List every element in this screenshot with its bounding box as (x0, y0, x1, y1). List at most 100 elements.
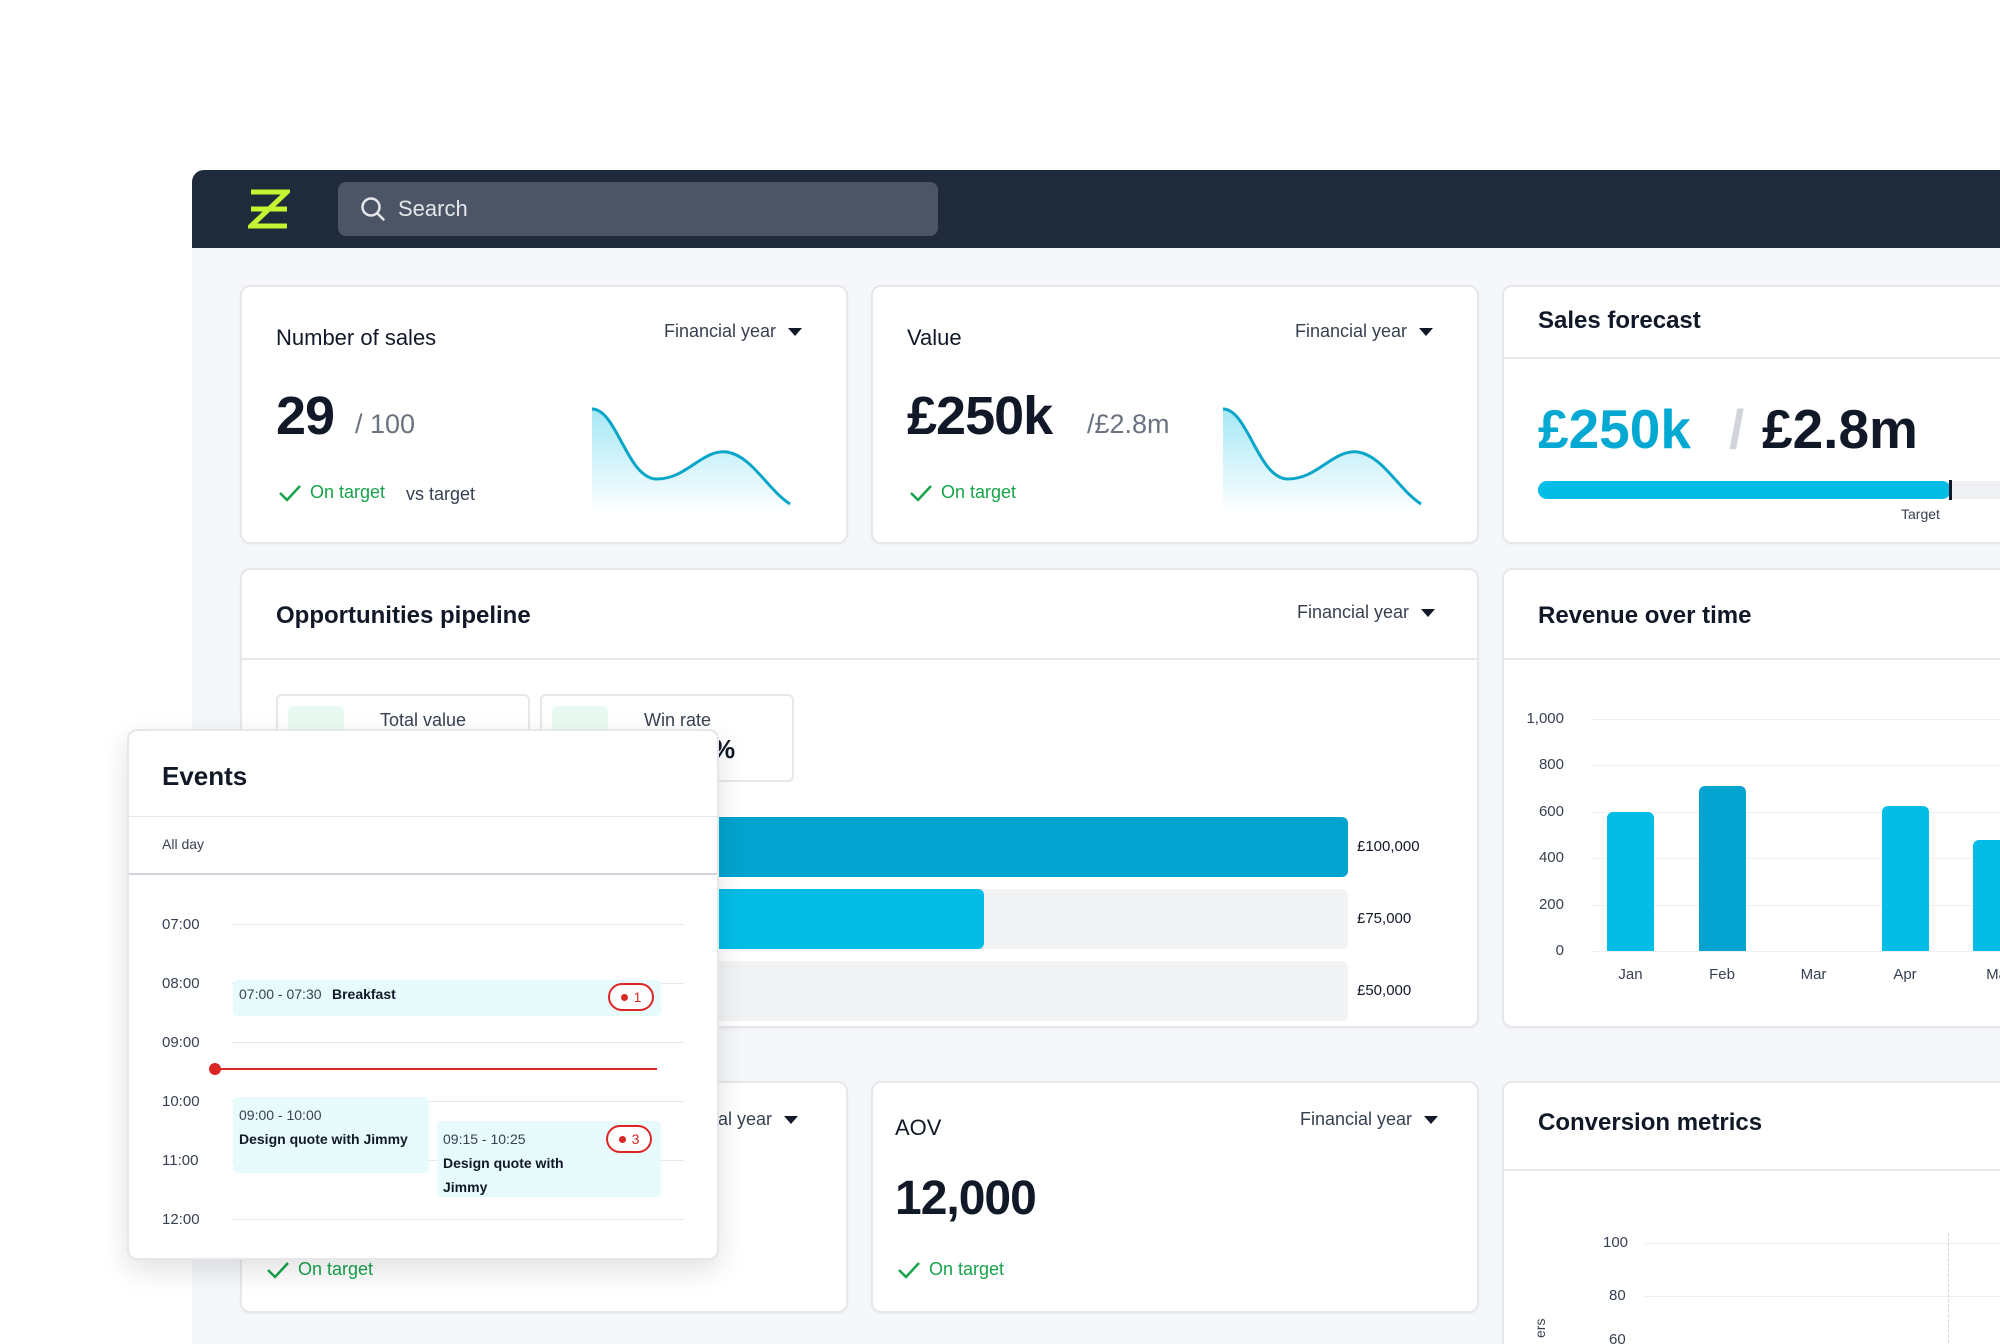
status-on-target: On target (278, 482, 385, 503)
period-selector[interactable]: cial year (705, 1109, 799, 1130)
caret-down-icon (1424, 1115, 1439, 1124)
search-input[interactable]: Search (338, 182, 938, 236)
card-title: Opportunities pipeline (276, 602, 531, 629)
revenue-bar[interactable] (1973, 839, 2000, 951)
panel-divider (129, 816, 717, 817)
revenue-over-time-card: Revenue over time 1,000 800 600 400 200 0 Jan F… (1502, 568, 2000, 1028)
event-name: Breakfast (331, 986, 396, 1002)
gridline (1592, 904, 2000, 906)
x-tick: Jan (1618, 966, 1643, 983)
time-label: 11:00 (162, 1152, 199, 1169)
event-name: Design quote with Jimmy (443, 1155, 564, 1195)
events-panel: Events All day 07:00 08:00 09:00 10:00 1… (127, 729, 719, 1260)
search-icon (361, 197, 385, 221)
period-selector[interactable]: Financial year (664, 321, 803, 342)
card-divider (1504, 357, 2000, 359)
time-label: 07:00 (162, 916, 200, 933)
y-tick: 600 (1538, 802, 1564, 820)
time-gridline (232, 1101, 684, 1102)
conversion-metrics-card: Conversion metrics 100 80 60 ers (1502, 1081, 2000, 1344)
revenue-bar[interactable] (1881, 806, 1929, 951)
card-title: Sales forecast (1538, 307, 1701, 334)
card-divider (1504, 1169, 2000, 1171)
current-time-line (215, 1068, 657, 1070)
forecast-progress-track (1538, 480, 2000, 500)
brand-logo-icon[interactable] (248, 188, 290, 230)
status-on-target: On target (909, 482, 1016, 503)
stat-label: Total value (380, 710, 467, 730)
event-alert-badge[interactable]: 3 (606, 1125, 652, 1153)
period-label: Financial year (1295, 321, 1408, 341)
forecast-separator: / (1729, 398, 1745, 460)
gridline (1592, 858, 2000, 860)
y-tick: 80 (1609, 1287, 1626, 1304)
top-bar: Search (192, 170, 2000, 248)
forecast-current: £250k (1538, 398, 1691, 460)
x-tick: Ma (1986, 966, 2000, 983)
time-gridline (232, 924, 684, 925)
alert-dot-icon (620, 993, 628, 1001)
period-selector[interactable]: Financial year (1300, 1109, 1439, 1130)
events-title: Events (162, 761, 248, 791)
check-icon (910, 484, 932, 502)
caret-down-icon (784, 1115, 799, 1124)
time-label: 12:00 (162, 1211, 200, 1228)
forecast-progress-fill (1538, 481, 1951, 499)
caret-down-icon (1421, 608, 1436, 617)
time-label: 10:00 (162, 1093, 200, 1110)
revenue-bar[interactable] (1607, 811, 1654, 951)
period-label: Financial year (1300, 1109, 1413, 1129)
gridline (1592, 719, 2000, 720)
period-selector[interactable]: Financial year (1297, 602, 1436, 623)
card-title: AOV (895, 1115, 942, 1140)
check-icon (279, 484, 301, 502)
caret-down-icon (788, 327, 803, 336)
event-design-quote-1[interactable]: 09:00 - 10:00 Design quote with Jimmy (233, 1097, 429, 1173)
y-axis-label: ers (1532, 1318, 1548, 1338)
time-label: 09:00 (162, 1034, 200, 1051)
y-tick: 60 (1609, 1331, 1626, 1344)
target-marker (1948, 480, 1952, 500)
stat-label: Win rate (644, 710, 712, 730)
gridline (1644, 1296, 2000, 1297)
sales-sparkline (592, 407, 791, 514)
status-on-target: On target (897, 1259, 1004, 1280)
gridline (1592, 951, 2000, 952)
time-label: 08:00 (162, 975, 200, 992)
y-tick: 800 (1538, 756, 1564, 774)
time-gridline (232, 1042, 684, 1043)
search-placeholder: Search (398, 196, 468, 221)
event-time: 07:00 - 07:30 (239, 986, 322, 1002)
event-name: Design quote with Jimmy (239, 1131, 408, 1147)
pipeline-bar-value: £75,000 (1357, 910, 1412, 927)
period-label: Financial year (664, 321, 777, 341)
event-alert-badge[interactable]: 1 (608, 983, 654, 1011)
x-tick: Mar (1800, 966, 1827, 983)
current-time-dot-icon (209, 1063, 221, 1075)
period-label: cial year (705, 1109, 773, 1129)
pipeline-bar-value: £100,000 (1357, 838, 1420, 855)
y-tick: 400 (1538, 849, 1564, 867)
check-icon (267, 1261, 289, 1279)
event-breakfast[interactable]: 07:00 - 07:30 Breakfast (233, 980, 661, 1016)
gridline (1592, 765, 2000, 767)
gridline (1644, 1243, 2000, 1244)
card-title: Revenue over time (1538, 602, 1752, 629)
target-label: Target (1901, 506, 1940, 522)
revenue-chart: 1,000 800 600 400 200 0 Jan Feb Mar Apr Ma (1504, 570, 2000, 1030)
revenue-bar[interactable] (1698, 786, 1746, 951)
card-divider (1504, 658, 2000, 660)
y-tick: 1,000 (1526, 710, 1564, 727)
aov-card: AOV Financial year 12,000 On target (871, 1081, 1479, 1313)
card-title: Value (907, 325, 962, 350)
period-selector[interactable]: Financial year (1295, 321, 1434, 342)
caret-down-icon (1419, 327, 1434, 336)
x-tick: Apr (1893, 966, 1917, 983)
aov-value: 12,000 (895, 1172, 1037, 1225)
event-time: 09:15 - 10:25 (443, 1131, 526, 1147)
value-total: /£2.8m (1087, 409, 1170, 439)
event-time: 09:00 - 10:00 (239, 1107, 322, 1123)
value-amount: £250k (907, 386, 1053, 446)
card-title: Number of sales (276, 325, 437, 350)
card-divider (242, 658, 1477, 660)
